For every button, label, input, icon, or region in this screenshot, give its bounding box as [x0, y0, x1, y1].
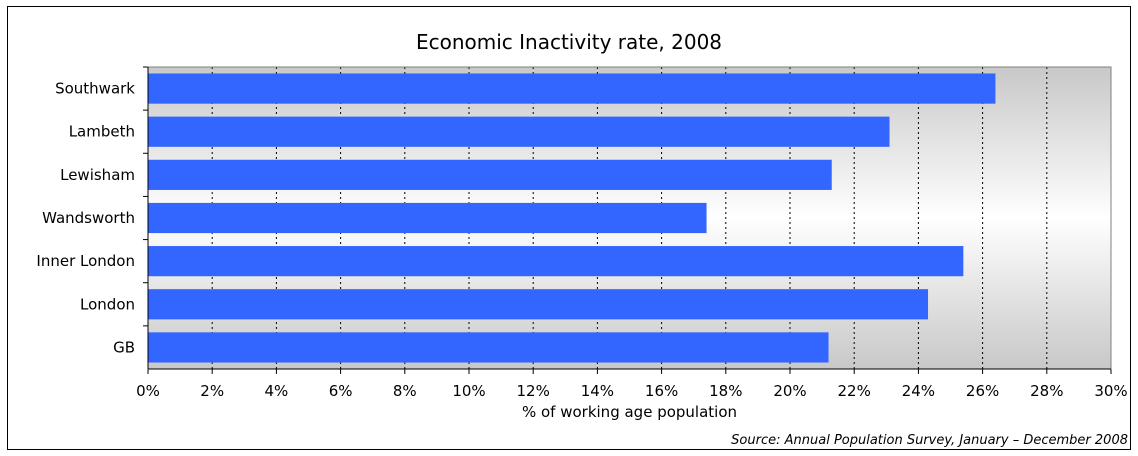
y-category-label: Southwark	[55, 80, 135, 98]
source-note: Source: Annual Population Survey, Januar…	[731, 433, 1128, 448]
y-category-label: Lambeth	[69, 123, 135, 141]
x-tick-label: 8%	[393, 382, 417, 400]
x-tick-label: 18%	[709, 382, 742, 400]
x-tick-label: 6%	[329, 382, 353, 400]
x-tick-label: 14%	[581, 382, 614, 400]
x-tick-label: 28%	[1030, 382, 1063, 400]
chart-title: Economic Inactivity rate, 2008	[415, 30, 723, 54]
x-axis-label: % of working age population	[521, 403, 738, 421]
bar	[148, 289, 929, 320]
bar	[148, 159, 832, 190]
x-tick-label: 4%	[265, 382, 289, 400]
x-tick-label: 0%	[136, 382, 160, 400]
x-tick-label: 26%	[966, 382, 999, 400]
y-category-label: Lewisham	[60, 166, 135, 184]
x-tick-label: 30%	[1094, 382, 1127, 400]
bar	[148, 246, 964, 277]
y-category-label: Inner London	[36, 252, 135, 270]
x-tick-label: 12%	[517, 382, 550, 400]
x-tick-label: 20%	[773, 382, 806, 400]
x-tick-label: 2%	[200, 382, 224, 400]
bar	[148, 202, 707, 234]
y-category-label: Wandsworth	[42, 209, 135, 227]
x-tick-label: 22%	[838, 382, 871, 400]
x-tick-label: 10%	[452, 382, 485, 400]
bar	[148, 73, 996, 104]
y-category-label: London	[80, 295, 135, 313]
x-tick-label: 24%	[902, 382, 935, 400]
x-tick-label: 16%	[645, 382, 678, 400]
bar	[148, 332, 829, 363]
y-category-label: GB	[113, 338, 135, 356]
bar	[148, 116, 890, 147]
